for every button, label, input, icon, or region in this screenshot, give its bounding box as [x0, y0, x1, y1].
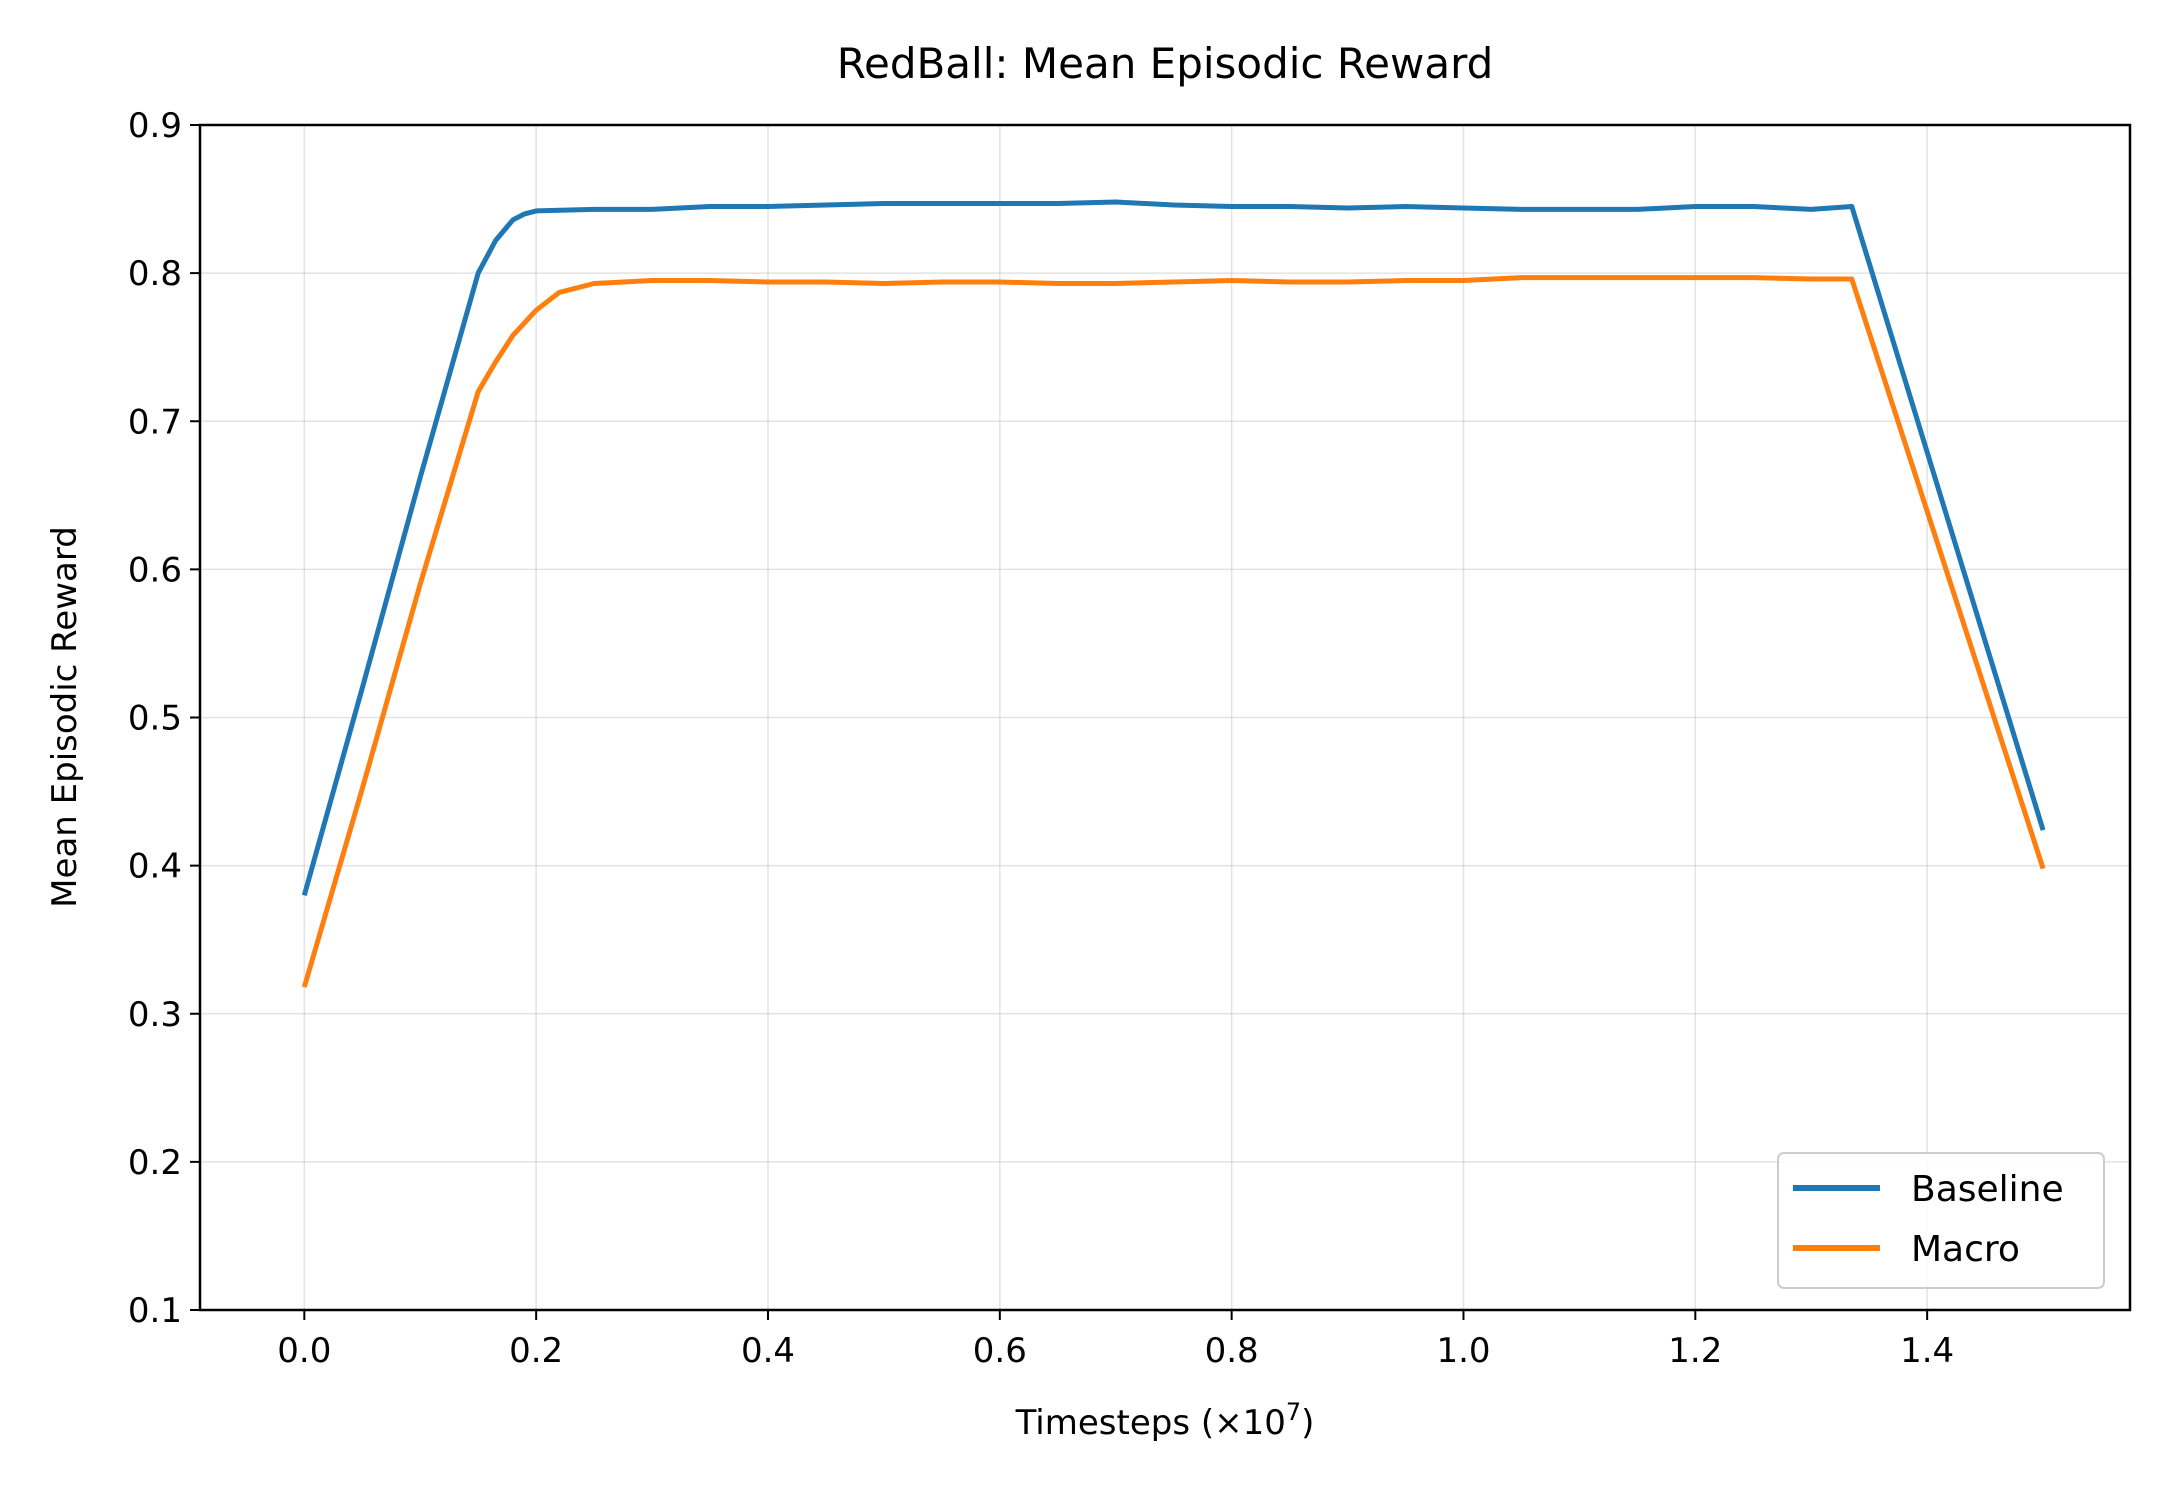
x-tick-label: 1.4	[1900, 1331, 1954, 1371]
y-tick-label: 0.3	[128, 995, 182, 1035]
chart-title: RedBall: Mean Episodic Reward	[837, 39, 1494, 88]
x-tick-label: 0.2	[509, 1331, 563, 1371]
x-tick-label: 1.0	[1436, 1331, 1490, 1371]
y-tick-label: 0.2	[128, 1143, 182, 1183]
y-tick-label: 0.5	[128, 699, 182, 739]
series-line-macro	[301, 275, 2046, 988]
y-tick-label: 0.4	[128, 847, 182, 887]
y-axis-ticks: 0.1 0.2 0.3 0.4 0.5 0.6 0.7 0.8 0.9	[128, 106, 200, 1331]
x-tick-label: 1.2	[1668, 1331, 1722, 1371]
x-tick-label: 0.6	[973, 1331, 1027, 1371]
y-tick-label: 0.9	[128, 106, 182, 146]
x-axis-label: Timesteps (×107)	[1015, 1398, 1315, 1443]
y-axis-label: Mean Episodic Reward	[45, 526, 85, 908]
legend-label-macro: Macro	[1911, 1229, 2020, 1270]
x-tick-label: 0.4	[741, 1331, 795, 1371]
x-tick-label: 0.0	[277, 1331, 331, 1371]
y-tick-label: 0.7	[128, 402, 182, 442]
series-line-baseline	[301, 199, 2046, 896]
x-tick-label: 0.8	[1205, 1331, 1259, 1371]
y-tick-label: 0.1	[128, 1291, 182, 1331]
y-tick-label: 0.6	[128, 550, 182, 590]
legend: Baseline Macro	[1777, 1152, 2105, 1289]
x-axis-label-exponent: 7	[1286, 1398, 1301, 1426]
x-axis-label-close: )	[1301, 1403, 1314, 1443]
y-tick-label: 0.8	[128, 254, 182, 294]
x-axis-label-text: Timesteps (×10	[1015, 1403, 1286, 1443]
legend-label-baseline: Baseline	[1911, 1169, 2064, 1210]
series-lines	[301, 199, 2046, 988]
x-axis-ticks: 0.0 0.2 0.4 0.6 0.8 1.0 1.2 1.4	[277, 1310, 1954, 1371]
